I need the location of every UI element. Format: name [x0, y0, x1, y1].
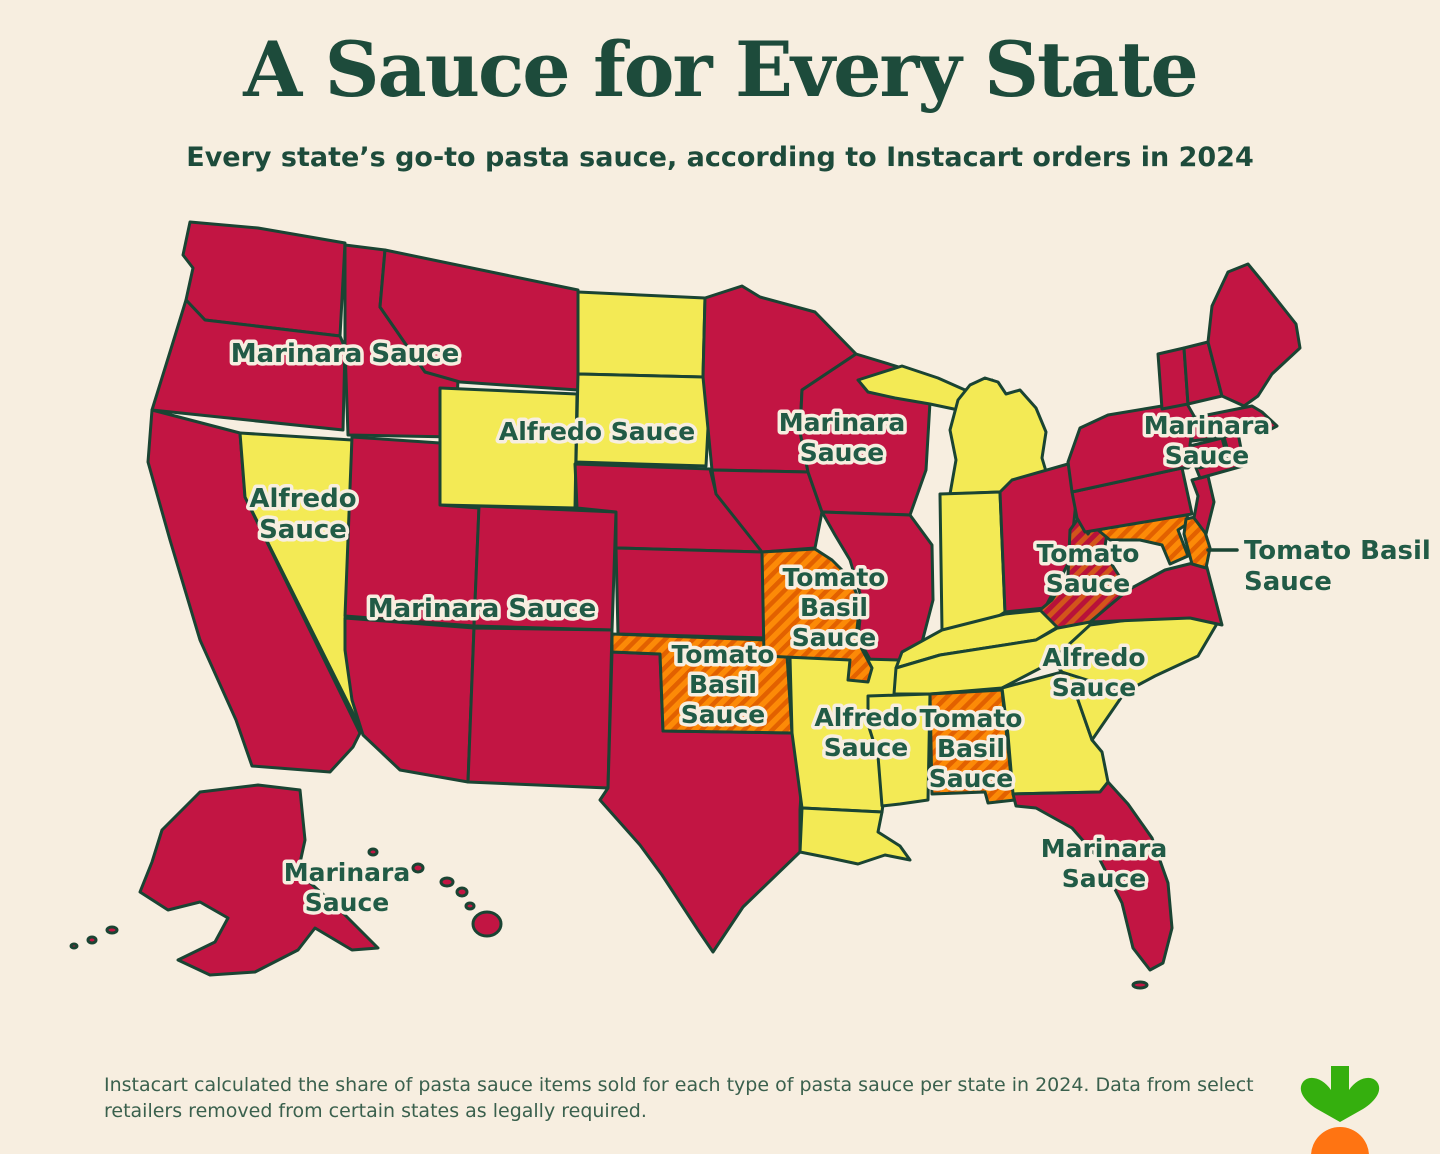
map-label-alaska-hawaii-line1: Marinara — [284, 858, 411, 887]
state-kansas — [614, 546, 768, 640]
map-label-maryland-delaware-line1: Tomato Basil — [1244, 536, 1431, 566]
alaska-aleutian-island — [105, 925, 119, 935]
map-label-arkansas-mississippi-line1: Alfredo — [814, 703, 917, 732]
footer-note: Instacart calculated the share of pasta … — [104, 1074, 1254, 1122]
map-label-arkansas-mississippi-line2: Sauce — [824, 733, 908, 762]
state-montana — [378, 248, 580, 392]
map-label-northeast-line2: Sauce — [1165, 441, 1249, 470]
state-indiana — [938, 490, 1007, 632]
state-massachusetts — [1190, 404, 1279, 443]
map-label-nevada-line1: Alfredo — [249, 484, 356, 514]
map-label-maryland-delaware-line2: Sauce — [1244, 567, 1332, 597]
map-label-missouri-line2: Basil — [800, 593, 868, 622]
instacart-carrot-logo — [1300, 1066, 1380, 1154]
state-michigan — [948, 376, 1050, 496]
map-label-west-virginia-line2: Sauce — [1046, 569, 1130, 598]
map-label-oklahoma-line1: Tomato — [672, 640, 775, 669]
map-labels: Marinara Sauce Alfredo Sauce Alfredo Sau… — [227, 336, 1434, 921]
map-label-west-virginia-line1: Tomato — [1037, 539, 1140, 568]
state-louisiana — [798, 806, 912, 866]
map-label-oklahoma-line2: Basil — [689, 670, 757, 699]
states-alaska-hawaii — [69, 783, 1149, 990]
state-maryland — [1096, 510, 1192, 566]
hawaii-big-island — [471, 910, 503, 938]
state-oregon — [150, 298, 347, 432]
florida-keys — [1131, 980, 1149, 990]
states-lower48 — [146, 220, 1302, 972]
map-label-missouri-line1: Tomato — [783, 563, 886, 592]
hawaii-island — [439, 876, 455, 888]
map-label-oklahoma-line3: Sauce — [681, 700, 765, 729]
state-new-mexico — [466, 626, 614, 790]
state-alaska — [138, 783, 380, 977]
map-label-alabama-line1: Tomato — [920, 704, 1023, 733]
map-label-upper-midwest-line2: Sauce — [800, 438, 884, 467]
alaska-aleutian-island — [86, 935, 98, 945]
map-label-carolinas-line1: Alfredo — [1042, 643, 1145, 672]
hawaii-island — [455, 886, 469, 898]
page-title: A Sauce for Every State — [243, 25, 1199, 114]
state-maine — [1206, 262, 1302, 408]
carrot-body-icon — [1311, 1127, 1369, 1154]
page-subtitle: Every state’s go-to pasta sauce, accordi… — [186, 142, 1254, 173]
map-label-northwest: Marinara Sauce — [231, 339, 459, 369]
state-arizona — [343, 616, 476, 784]
map-label-upper-midwest-line1: Marinara — [779, 408, 906, 437]
map-label-alaska-hawaii-line2: Sauce — [305, 888, 389, 917]
map-label-alabama-line2: Basil — [937, 734, 1005, 763]
map-label-missouri-line3: Sauce — [792, 623, 876, 652]
state-missouri — [760, 547, 874, 684]
map-label-florida-line2: Sauce — [1062, 864, 1146, 893]
state-north-dakota — [576, 290, 707, 379]
map-label-carolinas-line2: Sauce — [1052, 673, 1136, 702]
state-wyoming — [438, 386, 579, 510]
state-connecticut — [1188, 436, 1230, 470]
hawaii-island — [367, 847, 379, 857]
hawaii-island — [411, 862, 425, 874]
map-label-wyoming-dakotas: Alfredo Sauce — [499, 417, 695, 446]
state-rhode-island — [1222, 431, 1244, 460]
map-label-northeast-line1: Marinara — [1144, 411, 1271, 440]
map-label-alabama-line3: Sauce — [929, 764, 1013, 793]
map-label-utah-colorado: Marinara Sauce — [368, 594, 596, 624]
hawaii-island — [464, 901, 476, 911]
carrot-leaf-icon — [1300, 1066, 1380, 1122]
map-label-florida-line1: Marinara — [1041, 834, 1168, 863]
map-label-nevada-line2: Sauce — [259, 515, 347, 545]
alaska-aleutian-island — [69, 942, 79, 950]
state-florida — [1011, 780, 1174, 972]
